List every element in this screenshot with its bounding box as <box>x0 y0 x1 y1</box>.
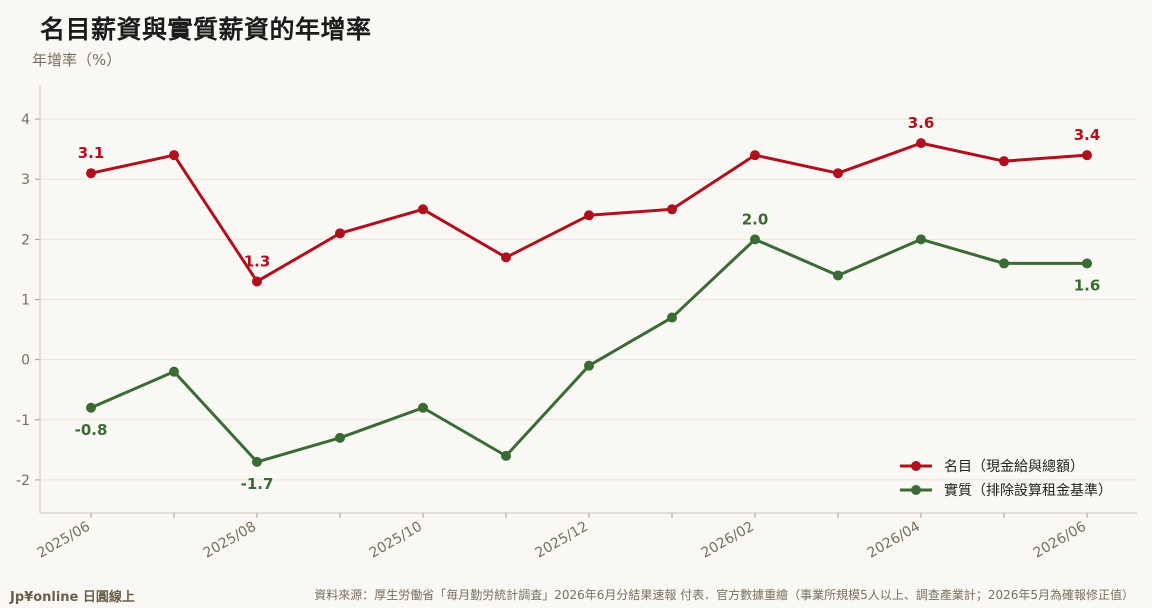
data-point <box>916 234 926 245</box>
data-point <box>169 150 179 161</box>
data-point <box>916 138 926 149</box>
data-point <box>86 402 96 413</box>
x-tick-label: 2026/04 <box>865 519 923 562</box>
series-line-2 <box>90 237 1087 464</box>
data-point <box>1082 150 1092 161</box>
legend-swatch-marker <box>911 485 921 495</box>
y-axis-label: 年增率（%） <box>32 51 122 69</box>
y-tick-label: 4 <box>21 112 30 128</box>
data-label: -1.7 <box>241 475 274 493</box>
legend-entry: 名目（現金給與總額） <box>944 458 1084 475</box>
data-point <box>501 450 511 461</box>
data-point <box>750 234 760 245</box>
y-tick-label: 2 <box>21 232 30 248</box>
data-point <box>999 156 1009 167</box>
data-label: 1.3 <box>244 252 271 270</box>
legend-entry: 實質（排除設算租金基準） <box>944 482 1112 499</box>
series-lines <box>86 138 1092 467</box>
data-point <box>86 168 96 179</box>
data-point <box>833 270 843 281</box>
y-tick-label: 3 <box>21 172 30 188</box>
data-point <box>667 312 677 323</box>
data-label: 2.0 <box>742 210 769 228</box>
data-label: 3.1 <box>78 144 105 162</box>
y-tick-label: -1 <box>16 413 30 429</box>
x-tick-label: 2025/06 <box>35 519 93 562</box>
data-point <box>418 402 428 413</box>
x-tick-label: 2026/02 <box>699 519 757 562</box>
x-tick-label: 2025/12 <box>533 519 591 562</box>
data-point <box>252 276 262 287</box>
x-tick-label: 2025/10 <box>367 519 425 562</box>
x-tick-label: 2025/08 <box>201 519 259 562</box>
data-point <box>418 204 428 215</box>
y-tick-label: 1 <box>21 293 30 309</box>
data-point <box>833 168 843 179</box>
grid-lines <box>40 118 1137 481</box>
data-point <box>667 204 677 215</box>
data-point <box>335 432 345 443</box>
data-point <box>999 258 1009 269</box>
data-point <box>335 228 345 239</box>
data-point <box>584 360 594 371</box>
data-point <box>1082 258 1092 269</box>
x-tick-label: 2026/06 <box>1031 519 1089 562</box>
y-tick-label: 0 <box>21 353 30 369</box>
data-label: 1.6 <box>1074 276 1101 294</box>
data-point <box>169 366 179 377</box>
data-label: 3.6 <box>908 114 935 132</box>
chart-title: 名目薪資與實質薪資的年增率 <box>40 15 372 44</box>
brand-logo-text: Jp¥online 日圓線上 <box>10 590 135 605</box>
data-point <box>584 210 594 221</box>
y-tick-label: -2 <box>16 473 30 489</box>
data-point <box>750 150 760 161</box>
legend: 名目（現金給與總額） 實質（排除設算租金基準） <box>900 458 1112 499</box>
source-note: 資料來源：厚生労働省「毎月勤労統計調査」2026年6月分結果速報 付表．官方數據… <box>314 588 1134 602</box>
data-label: -0.8 <box>75 421 108 439</box>
data-labels: 3.1 1.3 3.6 3.4 -0.8 -1.7 2.0 1.6 <box>75 114 1101 493</box>
data-point <box>501 252 511 263</box>
legend-swatch-marker <box>911 461 921 471</box>
data-point <box>252 456 262 467</box>
data-label: 3.4 <box>1074 126 1101 144</box>
